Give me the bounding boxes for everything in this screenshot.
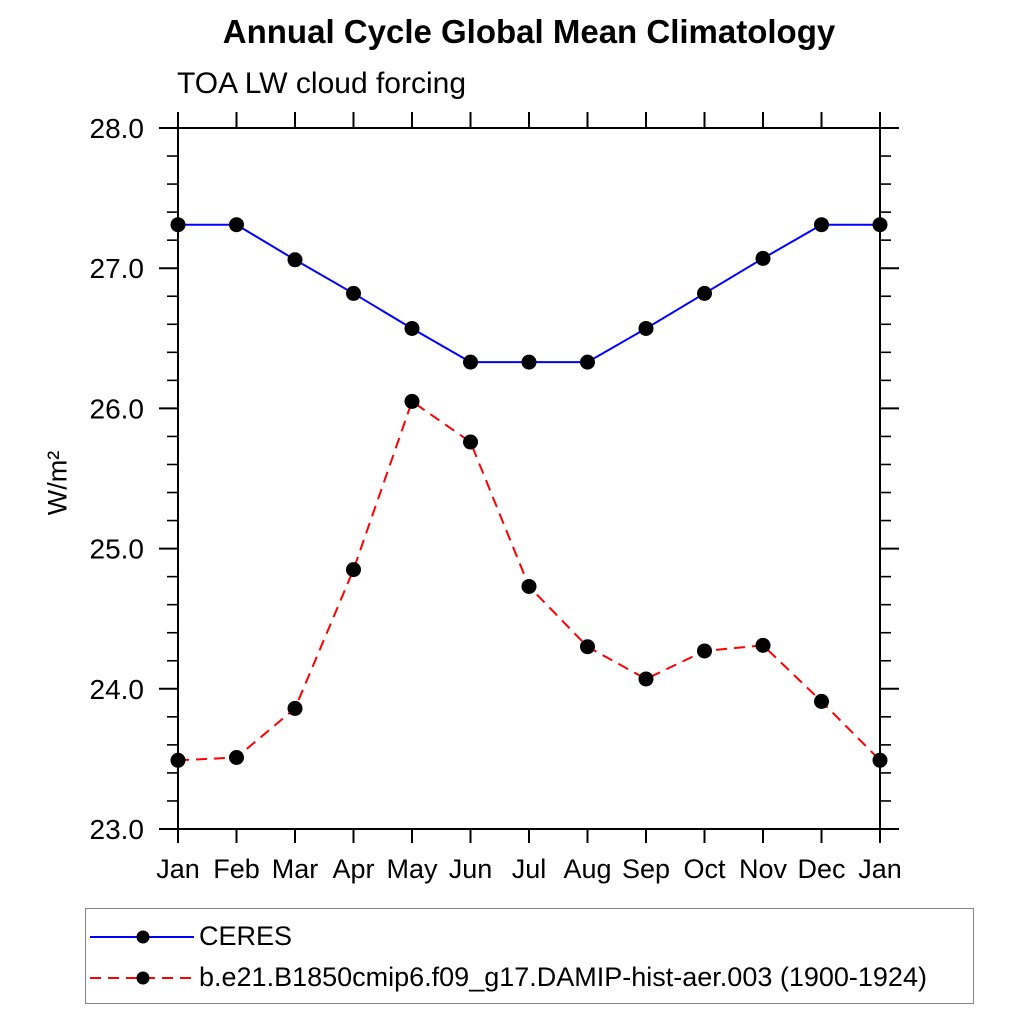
data-point-marker <box>170 217 186 233</box>
legend-line-sample-icon <box>90 971 194 984</box>
series-line-0 <box>178 223 880 364</box>
x-tick-label: Mar <box>272 854 319 884</box>
x-tick-label: Feb <box>213 854 260 884</box>
x-axis-tick-labels: Jan Feb Mar Apr May Jun Jul Aug Sep Oct Nov Dec Jan <box>156 854 902 884</box>
chart-title: Annual Cycle Global Mean Climatology <box>222 13 836 50</box>
x-tick-label: Jun <box>449 854 493 884</box>
x-tick-label: May <box>386 854 438 884</box>
data-point-marker <box>521 354 537 370</box>
data-point-marker <box>404 393 420 409</box>
x-tick-label: Sep <box>622 854 670 884</box>
legend-row-ceres: CERES <box>86 916 973 957</box>
x-tick-label: Apr <box>332 854 374 884</box>
y-tick-label: 24.0 <box>90 674 145 705</box>
chart-subtitle: TOA LW cloud forcing <box>177 67 467 100</box>
data-point-marker <box>697 285 712 301</box>
y-axis-major-ticks <box>159 127 899 830</box>
y-tick-label: 25.0 <box>90 534 145 565</box>
y-tick-label: 27.0 <box>90 253 145 284</box>
data-point-marker <box>170 752 186 768</box>
data-point-marker <box>697 643 712 659</box>
y-axis-minor-ticks <box>167 155 891 802</box>
data-point-marker <box>346 285 361 301</box>
data-point-marker <box>580 354 595 370</box>
x-tick-label: Jan <box>858 854 902 884</box>
data-point-marker <box>346 562 361 578</box>
y-tick-label: 26.0 <box>90 393 145 424</box>
data-point-marker <box>404 320 420 336</box>
data-point-marker <box>229 749 244 765</box>
legend-line-sample-icon <box>90 930 194 943</box>
data-point-marker <box>638 671 654 687</box>
y-tick-label: 23.0 <box>90 814 145 845</box>
data-point-marker <box>755 250 771 266</box>
x-tick-label: Jan <box>156 854 200 884</box>
x-tick-label: Dec <box>797 854 845 884</box>
data-point-marker <box>814 217 829 233</box>
data-point-marker <box>463 434 478 450</box>
data-point-marker <box>872 217 888 233</box>
data-point-marker <box>521 578 537 594</box>
x-tick-label: Jul <box>512 854 547 884</box>
data-point-marker <box>287 700 303 716</box>
data-point-marker <box>872 752 888 768</box>
legend: CERES b.e21.B1850cmip6.f09_g17.DAMIP-his… <box>85 908 974 1004</box>
series-markers-1 <box>170 393 888 768</box>
data-point-marker <box>755 637 771 653</box>
legend-label-ceres: CERES <box>199 921 293 951</box>
data-point-marker <box>814 693 829 709</box>
legend-row-model: b.e21.B1850cmip6.f09_g17.DAMIP-hist-aer.… <box>86 957 973 998</box>
legend-label-model: b.e21.B1850cmip6.f09_g17.DAMIP-hist-aer.… <box>199 962 927 992</box>
x-tick-label: Oct <box>683 854 726 884</box>
data-point-marker <box>463 354 478 370</box>
data-point-marker <box>229 217 244 233</box>
y-tick-label: 28.0 <box>90 113 145 144</box>
x-tick-label: Nov <box>739 854 788 884</box>
y-axis-tick-labels: 23.0 24.0 25.0 26.0 27.0 28.0 <box>90 113 145 845</box>
data-point-marker <box>287 252 303 268</box>
data-point-marker <box>580 639 595 655</box>
x-axis-ticks <box>177 112 881 843</box>
x-tick-label: Aug <box>563 854 611 884</box>
data-point-marker <box>638 320 654 336</box>
series-markers-0 <box>170 217 888 370</box>
plot-frame <box>177 127 881 830</box>
